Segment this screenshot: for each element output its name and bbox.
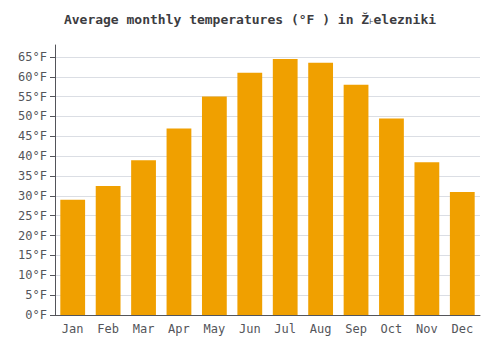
svg-text:0°F: 0°F — [25, 308, 47, 322]
svg-text:Jun: Jun — [239, 322, 261, 336]
svg-text:May: May — [204, 322, 226, 336]
svg-text:5°F: 5°F — [25, 288, 47, 302]
svg-text:40°F: 40°F — [18, 149, 47, 163]
svg-text:50°F: 50°F — [18, 109, 47, 123]
svg-text:30°F: 30°F — [18, 189, 47, 203]
svg-text:65°F: 65°F — [18, 50, 47, 64]
svg-text:60°F: 60°F — [18, 70, 47, 84]
svg-text:20°F: 20°F — [18, 229, 47, 243]
svg-text:Dec: Dec — [451, 322, 473, 336]
svg-text:10°F: 10°F — [18, 268, 47, 282]
svg-text:35°F: 35°F — [18, 169, 47, 183]
svg-text:Average monthly temperatures (: Average monthly temperatures (°F ) in Ž˫… — [64, 12, 436, 27]
svg-text:Jan: Jan — [62, 322, 84, 336]
svg-text:Nov: Nov — [416, 322, 438, 336]
svg-text:55°F: 55°F — [18, 90, 47, 104]
svg-text:25°F: 25°F — [18, 209, 47, 223]
svg-text:45°F: 45°F — [18, 129, 47, 143]
svg-text:Mar: Mar — [133, 322, 155, 336]
svg-text:15°F: 15°F — [18, 248, 47, 262]
svg-text:Oct: Oct — [381, 322, 403, 336]
svg-text:Sep: Sep — [345, 322, 367, 336]
svg-text:Aug: Aug — [310, 322, 332, 336]
svg-text:Jul: Jul — [274, 322, 296, 336]
svg-text:Apr: Apr — [168, 322, 190, 336]
svg-text:Feb: Feb — [97, 322, 119, 336]
